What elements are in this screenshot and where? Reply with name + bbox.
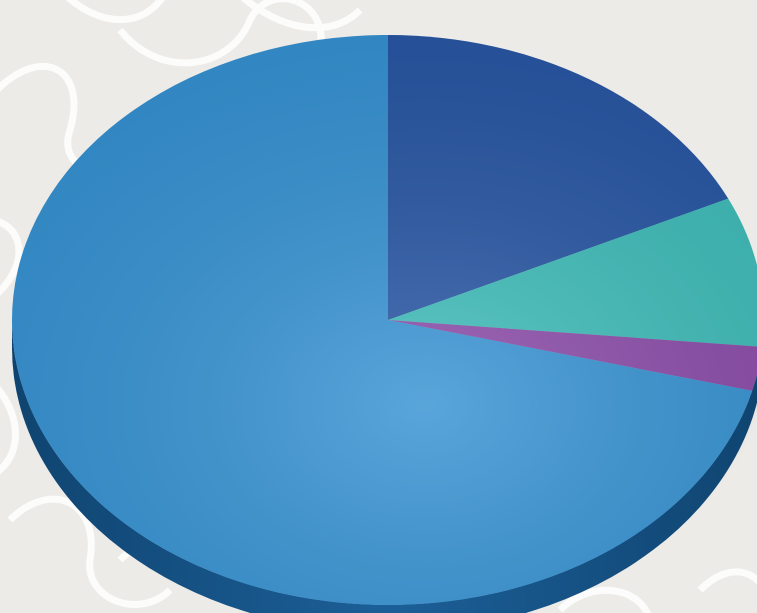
pie-slices (12, 35, 757, 605)
